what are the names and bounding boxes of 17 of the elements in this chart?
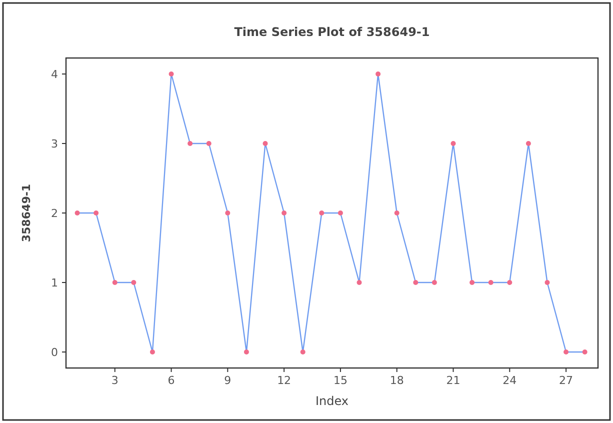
y-tick-label: 2	[51, 207, 58, 220]
x-tick-label: 21	[446, 374, 460, 387]
x-tick-label: 3	[111, 374, 118, 387]
y-axis-title: 358649-1	[20, 184, 33, 242]
x-tick-label: 12	[277, 374, 292, 387]
x-tick-label: 15	[333, 374, 348, 387]
y-tick-label: 0	[51, 346, 58, 360]
y-tick-label: 3	[51, 137, 58, 150]
y-tick-label: 4	[51, 68, 58, 81]
x-tick-label: 18	[390, 374, 404, 387]
x-tick-label: 9	[224, 374, 232, 387]
y-tick-label: 1	[51, 276, 58, 290]
x-tick-label: 6	[168, 374, 175, 387]
chart-title: Time Series Plot of 358649-1	[234, 25, 430, 39]
x-axis-title: Index	[315, 394, 349, 408]
x-tick-label: 24	[502, 374, 517, 387]
x-tick-label: 27	[559, 374, 574, 387]
